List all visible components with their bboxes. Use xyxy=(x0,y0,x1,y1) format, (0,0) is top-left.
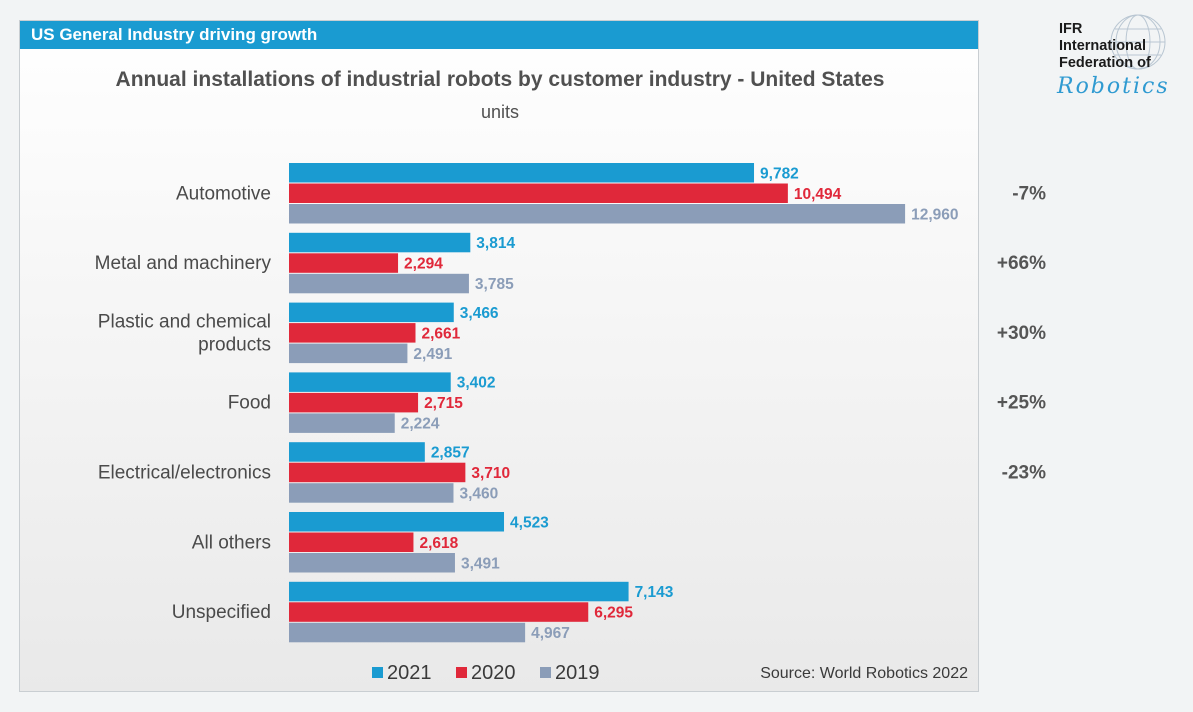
bar-2020-unspecified xyxy=(289,602,589,622)
source-note: Source: World Robotics 2022 xyxy=(760,665,968,682)
logo-line-2: International xyxy=(1059,38,1147,54)
category-label-food: Food xyxy=(228,393,271,414)
value-label-2020-plastic-and-chemical-products: 2,661 xyxy=(421,325,460,342)
value-label-2020-all-others: 2,618 xyxy=(419,535,458,552)
bar-2020-electrical-electronics xyxy=(289,462,466,483)
chart-subtitle: units xyxy=(480,102,520,122)
bar-2019-automotive xyxy=(289,204,906,224)
chart-frame: US General Industry driving growth Annua… xyxy=(19,20,1046,692)
legend-label-2021: 2021 xyxy=(387,662,432,684)
legend-label-2019: 2019 xyxy=(555,662,600,684)
value-label-2020-metal-and-machinery: 2,294 xyxy=(404,256,443,273)
globe-icon xyxy=(1110,14,1166,70)
bar-2020-all-others xyxy=(289,532,414,552)
value-label-2019-plastic-and-chemical-products: 2,491 xyxy=(413,346,452,363)
logo-line-3: Federation of xyxy=(1059,55,1151,71)
bar-2021-all-others xyxy=(289,512,505,532)
bar-2019-food xyxy=(289,413,395,433)
bar-2020-food xyxy=(289,392,419,413)
value-label-2021-all-others: 4,523 xyxy=(510,514,549,531)
bar-2019-unspecified xyxy=(289,622,526,643)
chart-title: Annual installations of industrial robot… xyxy=(115,68,885,91)
value-label-2020-food: 2,715 xyxy=(424,395,463,412)
value-label-2019-unspecified: 4,967 xyxy=(531,625,570,642)
bar-2021-metal-and-machinery xyxy=(289,232,471,253)
change-label-food: +25% xyxy=(997,393,1046,414)
value-label-2019-metal-and-machinery: 3,785 xyxy=(475,276,514,293)
bar-2021-automotive xyxy=(289,163,755,183)
logo-line-1: IFR xyxy=(1059,21,1083,37)
value-label-2019-all-others: 3,491 xyxy=(461,555,500,572)
bar-2021-food xyxy=(289,372,451,392)
legend-swatch-2020 xyxy=(456,667,467,678)
value-label-2021-food: 3,402 xyxy=(457,375,496,392)
legend-swatch-2019 xyxy=(540,667,551,678)
category-label-all-others: All others xyxy=(192,532,271,553)
category-label-plastic-and-chemical-products: Plastic and chemical products xyxy=(98,311,271,355)
legend-swatch-2021 xyxy=(372,667,383,678)
value-label-2020-unspecified: 6,295 xyxy=(594,605,633,622)
value-label-2020-electrical-electronics: 3,710 xyxy=(471,465,510,482)
header-bar: US General Industry driving growth xyxy=(20,21,978,49)
value-label-2019-food: 2,224 xyxy=(401,416,440,433)
bar-2021-unspecified xyxy=(289,581,629,602)
ifr-logo: IFR International Federation of Robotics xyxy=(1055,12,1185,102)
category-label-unspecified: Unspecified xyxy=(172,602,271,623)
bar-2019-metal-and-machinery xyxy=(289,273,469,294)
value-label-2021-plastic-and-chemical-products: 3,466 xyxy=(460,305,499,322)
value-label-2019-electrical-electronics: 3,460 xyxy=(459,485,498,502)
category-label-automotive: Automotive xyxy=(176,183,271,204)
category-label-metal-and-machinery: Metal and machinery xyxy=(95,253,272,274)
change-label-automotive: -7% xyxy=(1012,183,1046,204)
change-label-plastic-and-chemical-products: +30% xyxy=(997,323,1046,344)
change-label-metal-and-machinery: +66% xyxy=(997,253,1046,274)
value-label-2021-metal-and-machinery: 3,814 xyxy=(476,235,515,252)
value-label-2019-automotive: 12,960 xyxy=(911,206,958,223)
change-label-electrical-electronics: -23% xyxy=(1002,462,1046,483)
bar-2019-all-others xyxy=(289,553,455,573)
bar-2020-automotive xyxy=(289,183,788,203)
value-label-2021-unspecified: 7,143 xyxy=(635,584,674,601)
bar-2020-plastic-and-chemical-products xyxy=(289,323,416,343)
bar-2021-plastic-and-chemical-products xyxy=(289,302,454,323)
category-label-electrical-electronics: Electrical/electronics xyxy=(98,462,271,483)
bar-2019-electrical-electronics xyxy=(289,483,454,503)
bar-chart: Automotive 9,782 10,494 12,960 -7% Metal and … xyxy=(95,163,1046,684)
bar-2020-metal-and-machinery xyxy=(289,253,399,273)
value-label-2020-automotive: 10,494 xyxy=(794,186,842,203)
bar-2021-electrical-electronics xyxy=(289,442,425,462)
value-label-2021-automotive: 9,782 xyxy=(760,165,799,182)
value-label-2021-electrical-electronics: 2,857 xyxy=(431,444,470,461)
legend-label-2020: 2020 xyxy=(471,662,516,684)
bar-2019-plastic-and-chemical-products xyxy=(289,343,408,364)
logo-line-4: Robotics xyxy=(1057,74,1170,99)
